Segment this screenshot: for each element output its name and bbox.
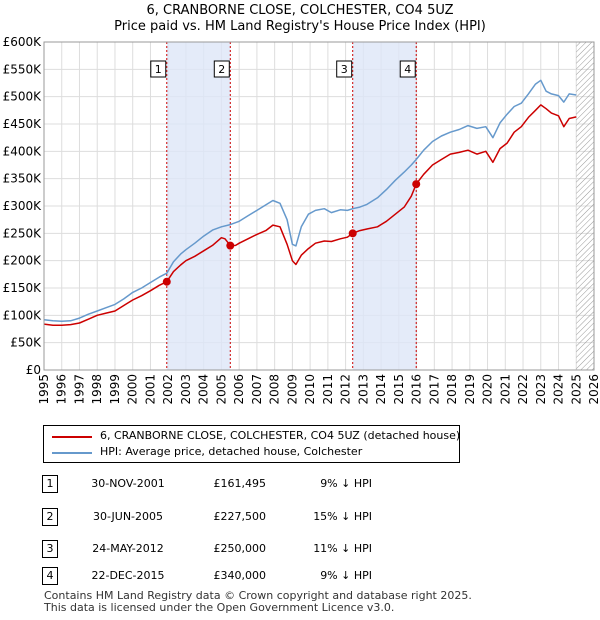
x-tick-label: 2022 xyxy=(516,374,530,405)
y-tick-label: £250K xyxy=(3,226,43,240)
footer-copyright: Contains HM Land Registry data © Crown c… xyxy=(44,589,472,602)
legend-property-label: 6, CRANBORNE CLOSE, COLCHESTER, CO4 5UZ … xyxy=(100,429,461,442)
legend-blue-line xyxy=(52,452,92,454)
series-layer xyxy=(43,79,577,326)
footer-license: This data is licensed under the Open Gov… xyxy=(44,601,395,614)
transaction-number: 2 xyxy=(42,508,58,526)
shaded-period xyxy=(166,42,231,370)
y-tick-label: £0 xyxy=(26,363,41,377)
x-tick-label: 2026 xyxy=(587,374,600,405)
transaction-price: £340,000 xyxy=(213,569,267,582)
x-tick-label: 2008 xyxy=(268,374,282,405)
sale-number-box xyxy=(150,60,167,78)
y-tick-label: £100K xyxy=(3,308,43,322)
sale-point xyxy=(226,241,235,250)
x-tick-label: 2001 xyxy=(143,374,157,405)
x-tick-label: 2000 xyxy=(126,374,140,405)
transaction-hpi: 11% ↓ HPI xyxy=(313,542,372,555)
y-tick-label: £300K xyxy=(3,199,43,213)
chart-title: 6, CRANBORNE CLOSE, COLCHESTER, CO4 5UZ xyxy=(146,3,454,18)
transaction-hpi: 15% ↓ HPI xyxy=(313,510,372,523)
transaction-date: 30-JUN-2005 xyxy=(92,510,164,523)
transaction-date: 22-DEC-2015 xyxy=(91,569,165,582)
chart-subtitle: Price paid vs. HM Land Registry's House … xyxy=(114,19,486,34)
x-tick-label: 2018 xyxy=(445,374,459,405)
transaction-hpi: 9% ↓ HPI xyxy=(320,569,372,582)
x-tick-label: 2007 xyxy=(250,374,264,405)
transaction-price: £250,000 xyxy=(213,542,267,555)
y-tick-label: £150K xyxy=(3,281,43,295)
sale-point xyxy=(162,277,171,286)
x-tick-label: 1996 xyxy=(55,374,69,405)
sale-number-box xyxy=(336,60,353,78)
x-tick-label: 2009 xyxy=(285,374,299,405)
transaction-price: £161,495 xyxy=(213,477,267,490)
transaction-hpi: 9% ↓ HPI xyxy=(320,477,372,490)
sale-number-label: 3 xyxy=(341,63,348,76)
legend-red-line xyxy=(52,436,92,438)
grid-layer xyxy=(43,41,595,371)
x-tick-label: 1995 xyxy=(37,374,51,405)
transaction-number: 3 xyxy=(42,540,58,558)
sale-number-box xyxy=(399,60,416,78)
x-tick-label: 1999 xyxy=(108,374,122,405)
x-tick-label: 2003 xyxy=(179,374,193,405)
x-tick-label: 2020 xyxy=(481,374,495,405)
y-tick-label: £600K xyxy=(3,35,43,49)
transaction-price: £227,500 xyxy=(213,510,267,523)
x-tick-label: 2021 xyxy=(498,374,512,405)
y-tick-label: £50K xyxy=(10,336,42,350)
x-tick-label: 2011 xyxy=(321,374,335,405)
sale-number-label: 2 xyxy=(218,63,225,76)
sale-number-label: 4 xyxy=(404,63,411,76)
hatched-future-region xyxy=(576,42,594,370)
x-tick-label: 2019 xyxy=(463,374,477,405)
transaction-number: 4 xyxy=(42,567,58,585)
y-tick-label: £550K xyxy=(3,62,43,76)
sale-point xyxy=(348,229,357,238)
x-tick-label: 2013 xyxy=(356,374,370,405)
x-tick-label: 2016 xyxy=(410,374,424,405)
x-tick-label: 2012 xyxy=(339,374,353,405)
x-tick-label: 2014 xyxy=(374,374,388,405)
axis-layer: £0 £50K £100K £150K £200K £250K £300K £350K £400… xyxy=(3,35,600,405)
x-tick-label: 2004 xyxy=(197,374,211,405)
sale-number-box xyxy=(213,60,230,78)
hpi-line xyxy=(43,79,577,323)
y-tick-label: £500K xyxy=(3,90,43,104)
transaction-date: 24-MAY-2012 xyxy=(92,542,164,555)
sale-point xyxy=(412,180,421,189)
y-tick-label: £400K xyxy=(3,144,43,158)
y-tick-label: £350K xyxy=(3,172,43,186)
x-tick-label: 2005 xyxy=(214,374,228,405)
x-tick-label: 2015 xyxy=(392,374,406,405)
transaction-date: 30-NOV-2001 xyxy=(91,477,165,490)
legend: 6, CRANBORNE CLOSE, COLCHESTER, CO4 5UZ … xyxy=(43,425,460,463)
x-tick-label: 2025 xyxy=(569,374,583,405)
legend-hpi-label: HPI: Average price, detached house, Colc… xyxy=(100,445,363,458)
x-tick-label: 2010 xyxy=(303,374,317,405)
y-tick-label: £450K xyxy=(3,117,43,131)
x-tick-label: 2002 xyxy=(161,374,175,405)
x-tick-label: 1997 xyxy=(72,374,86,405)
x-tick-label: 2024 xyxy=(552,374,566,405)
marker-layer: 1 2 3 4 xyxy=(150,60,421,286)
x-tick-label: 2023 xyxy=(534,374,548,405)
sale-number-label: 1 xyxy=(155,63,162,76)
transaction-number: 1 xyxy=(42,475,58,493)
x-tick-label: 2006 xyxy=(232,374,246,405)
x-tick-label: 1998 xyxy=(90,374,104,405)
property-price-line xyxy=(43,104,577,326)
plot-frame xyxy=(43,41,595,371)
y-tick-label: £200K xyxy=(3,254,43,268)
price-chart: 1 2 3 4 £0 £50K £100K £150K £200K £250K £300K £350… xyxy=(3,35,600,405)
x-tick-label: 2017 xyxy=(427,374,441,405)
